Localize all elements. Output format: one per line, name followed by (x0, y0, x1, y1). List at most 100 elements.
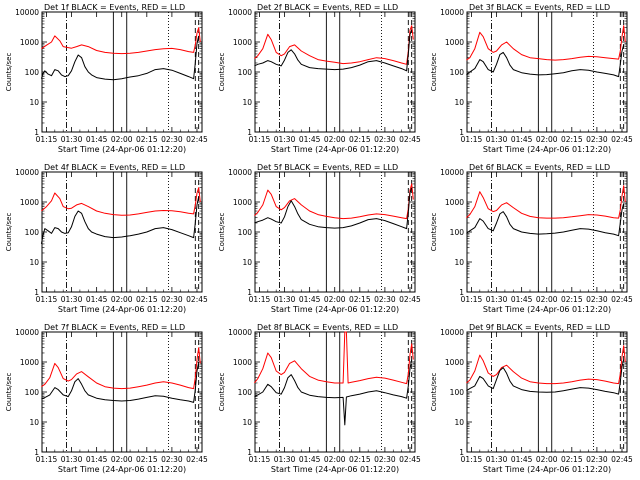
x-tick-label: 01:30 (486, 295, 508, 304)
panel-det-7: Det 7f BLACK = Events, RED = LLD 1 10 100 10… (5, 323, 208, 474)
y-tick-label: 1 (34, 288, 39, 297)
y-tick-label: 10000 (15, 168, 39, 177)
y-axis-label: Counts/sec (218, 53, 226, 92)
x-tick-label: 02:45 (186, 295, 208, 304)
series-line-events (254, 187, 413, 230)
y-tick-label: 100 (238, 68, 253, 77)
y-tick-label: 100 (25, 388, 40, 397)
y-tick-label: 1000 (445, 198, 464, 207)
y-tick-label: 100 (238, 388, 253, 397)
x-tick-label: 02:30 (374, 455, 396, 464)
panel-title: Det 6f BLACK = Events, RED = LLD (469, 163, 610, 172)
y-tick-label: 1 (34, 128, 39, 137)
x-tick-label: 02:45 (611, 135, 633, 144)
panel-det-8: Det 8f BLACK = Events, RED = LLD 1 10 100 10… (218, 323, 421, 474)
plot-frame (254, 331, 416, 453)
panel-title: Det 8f BLACK = Events, RED = LLD (257, 323, 398, 332)
x-tick-label: 01:30 (61, 135, 83, 144)
y-tick-label: 100 (450, 228, 465, 237)
y-axis-label: Counts/sec (430, 53, 438, 92)
x-tick-label: 02:00 (111, 455, 133, 464)
x-tick-label: 02:30 (161, 455, 183, 464)
x-tick-label: 02:15 (136, 455, 158, 464)
series-line-events (40, 35, 200, 81)
x-tick-label: 02:45 (611, 455, 633, 464)
y-tick-label: 1 (459, 288, 464, 297)
y-tick-label: 10 (29, 98, 39, 107)
x-tick-label: 02:45 (186, 455, 208, 464)
series-line-lld (254, 25, 414, 65)
y-tick-label: 1000 (445, 358, 464, 367)
y-axis-label: Counts/sec (5, 53, 13, 92)
y-tick-label: 10000 (228, 8, 252, 17)
x-tick-label: 01:15 (461, 455, 483, 464)
series-line-lld (466, 345, 626, 385)
y-tick-label: 1000 (233, 358, 252, 367)
x-tick-label: 02:30 (161, 135, 183, 144)
panel-title: Det 5f BLACK = Events, RED = LLD (257, 163, 398, 172)
y-tick-label: 10 (454, 418, 464, 427)
x-tick-label: 01:45 (299, 135, 321, 144)
panel-title: Det 9f BLACK = Events, RED = LLD (469, 323, 610, 332)
y-tick-label: 1 (459, 128, 464, 137)
series-line-events (466, 44, 625, 78)
x-tick-label: 02:15 (136, 295, 158, 304)
series-line-events (254, 359, 413, 426)
x-tick-label: 01:45 (511, 135, 533, 144)
series-line-events (466, 203, 625, 237)
y-tick-label: 10 (242, 418, 252, 427)
panel-title: Det 4f BLACK = Events, RED = LLD (44, 163, 185, 172)
y-tick-label: 1 (459, 448, 464, 457)
x-tick-label: 01:15 (461, 295, 483, 304)
y-tick-label: 1000 (233, 38, 252, 47)
x-tick-label: 01:45 (511, 295, 533, 304)
x-tick-label: 02:45 (399, 455, 421, 464)
x-tick-label: 01:30 (61, 295, 83, 304)
x-tick-label: 01:15 (36, 295, 58, 304)
plot-frame (41, 331, 203, 453)
panel-title: Det 3f BLACK = Events, RED = LLD (469, 3, 610, 12)
x-tick-label: 02:15 (349, 295, 371, 304)
panel-title: Det 2f BLACK = Events, RED = LLD (257, 3, 398, 12)
y-tick-label: 10 (454, 98, 464, 107)
y-tick-label: 1000 (445, 38, 464, 47)
y-tick-label: 1000 (20, 38, 39, 47)
x-tick-label: 02:00 (536, 455, 558, 464)
x-tick-label: 01:30 (61, 455, 83, 464)
x-tick-label: 02:00 (324, 135, 346, 144)
y-tick-label: 10 (29, 258, 39, 267)
x-axis-label: Start Time (24-Apr-06 01:12:20) (58, 305, 186, 314)
y-tick-label: 1 (247, 288, 252, 297)
plot-frame (254, 11, 416, 133)
x-tick-label: 02:00 (536, 295, 558, 304)
panel-det-1: Det 1f BLACK = Events, RED = LLD 1 10 100 10… (5, 3, 208, 154)
y-axis-label: Counts/sec (430, 213, 438, 252)
x-tick-label: 01:15 (461, 135, 483, 144)
series-line-lld (466, 185, 626, 219)
x-tick-label: 01:30 (486, 135, 508, 144)
series-line-lld (41, 347, 201, 390)
x-axis-label: Start Time (24-Apr-06 01:12:20) (483, 145, 611, 154)
y-tick-label: 1000 (233, 198, 252, 207)
x-tick-label: 01:45 (299, 455, 321, 464)
plot-frame (466, 11, 628, 133)
x-tick-label: 02:45 (399, 135, 421, 144)
y-tick-label: 100 (450, 388, 465, 397)
y-tick-label: 10000 (440, 168, 464, 177)
y-tick-label: 1000 (20, 358, 39, 367)
series-line-lld (41, 27, 201, 55)
x-tick-label: 02:15 (349, 455, 371, 464)
x-tick-label: 01:30 (486, 455, 508, 464)
plot-frame (254, 171, 416, 293)
x-tick-label: 02:00 (536, 135, 558, 144)
y-tick-label: 10000 (440, 328, 464, 337)
x-tick-label: 02:45 (611, 295, 633, 304)
y-tick-label: 100 (25, 228, 40, 237)
x-tick-label: 02:15 (561, 295, 583, 304)
x-tick-label: 02:15 (561, 455, 583, 464)
y-tick-label: 100 (238, 228, 253, 237)
y-tick-label: 1 (247, 448, 252, 457)
x-tick-label: 01:30 (274, 455, 296, 464)
series-line-lld (41, 187, 201, 216)
y-tick-label: 100 (450, 68, 465, 77)
